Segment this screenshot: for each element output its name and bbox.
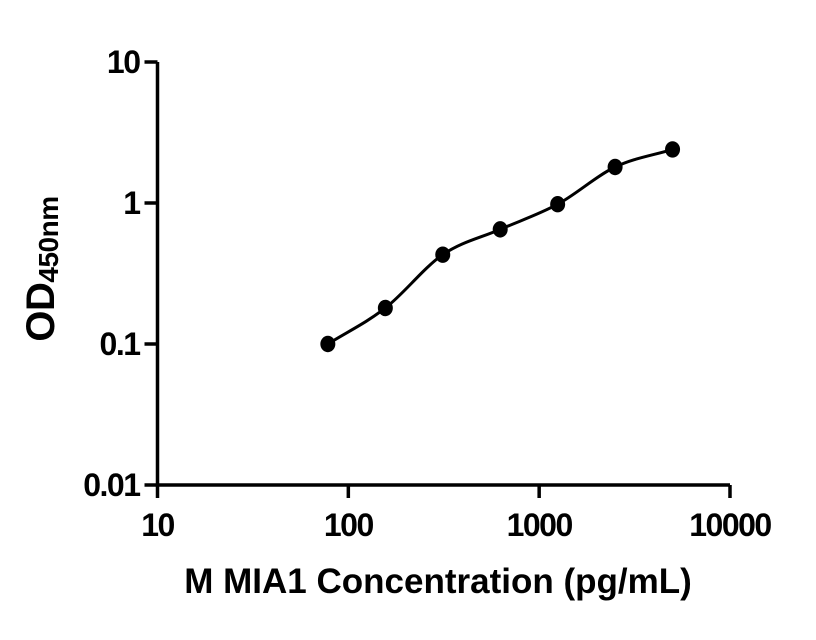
y-axis-title: OD450nm <box>18 196 65 342</box>
data-point-7 <box>665 141 681 158</box>
y-tick-label: 10 <box>107 44 140 80</box>
data-point-2 <box>377 299 393 317</box>
x-tick-label: 1000 <box>507 507 573 543</box>
axis-lines <box>155 62 730 487</box>
x-tick-label: 100 <box>324 507 374 543</box>
x-axis-title: M MIA1 Concentration (pg/mL) <box>184 562 692 601</box>
x-tick-label: 10000 <box>689 507 771 543</box>
y-tick-label: 1 <box>123 185 140 221</box>
fit-curve <box>327 147 673 346</box>
y-tick-label: 0.01 <box>83 467 140 503</box>
y-axis-title-subscript: 450nm <box>33 196 65 283</box>
data-point-5 <box>550 196 566 213</box>
data-point-6 <box>607 158 623 176</box>
data-point-3 <box>435 246 451 263</box>
y-axis-title-main: OD <box>18 282 63 342</box>
y-tick-label: 0.1 <box>100 326 141 362</box>
x-tick-label: 10 <box>141 507 174 543</box>
data-point-1 <box>320 335 336 353</box>
data-point-4 <box>492 221 508 238</box>
